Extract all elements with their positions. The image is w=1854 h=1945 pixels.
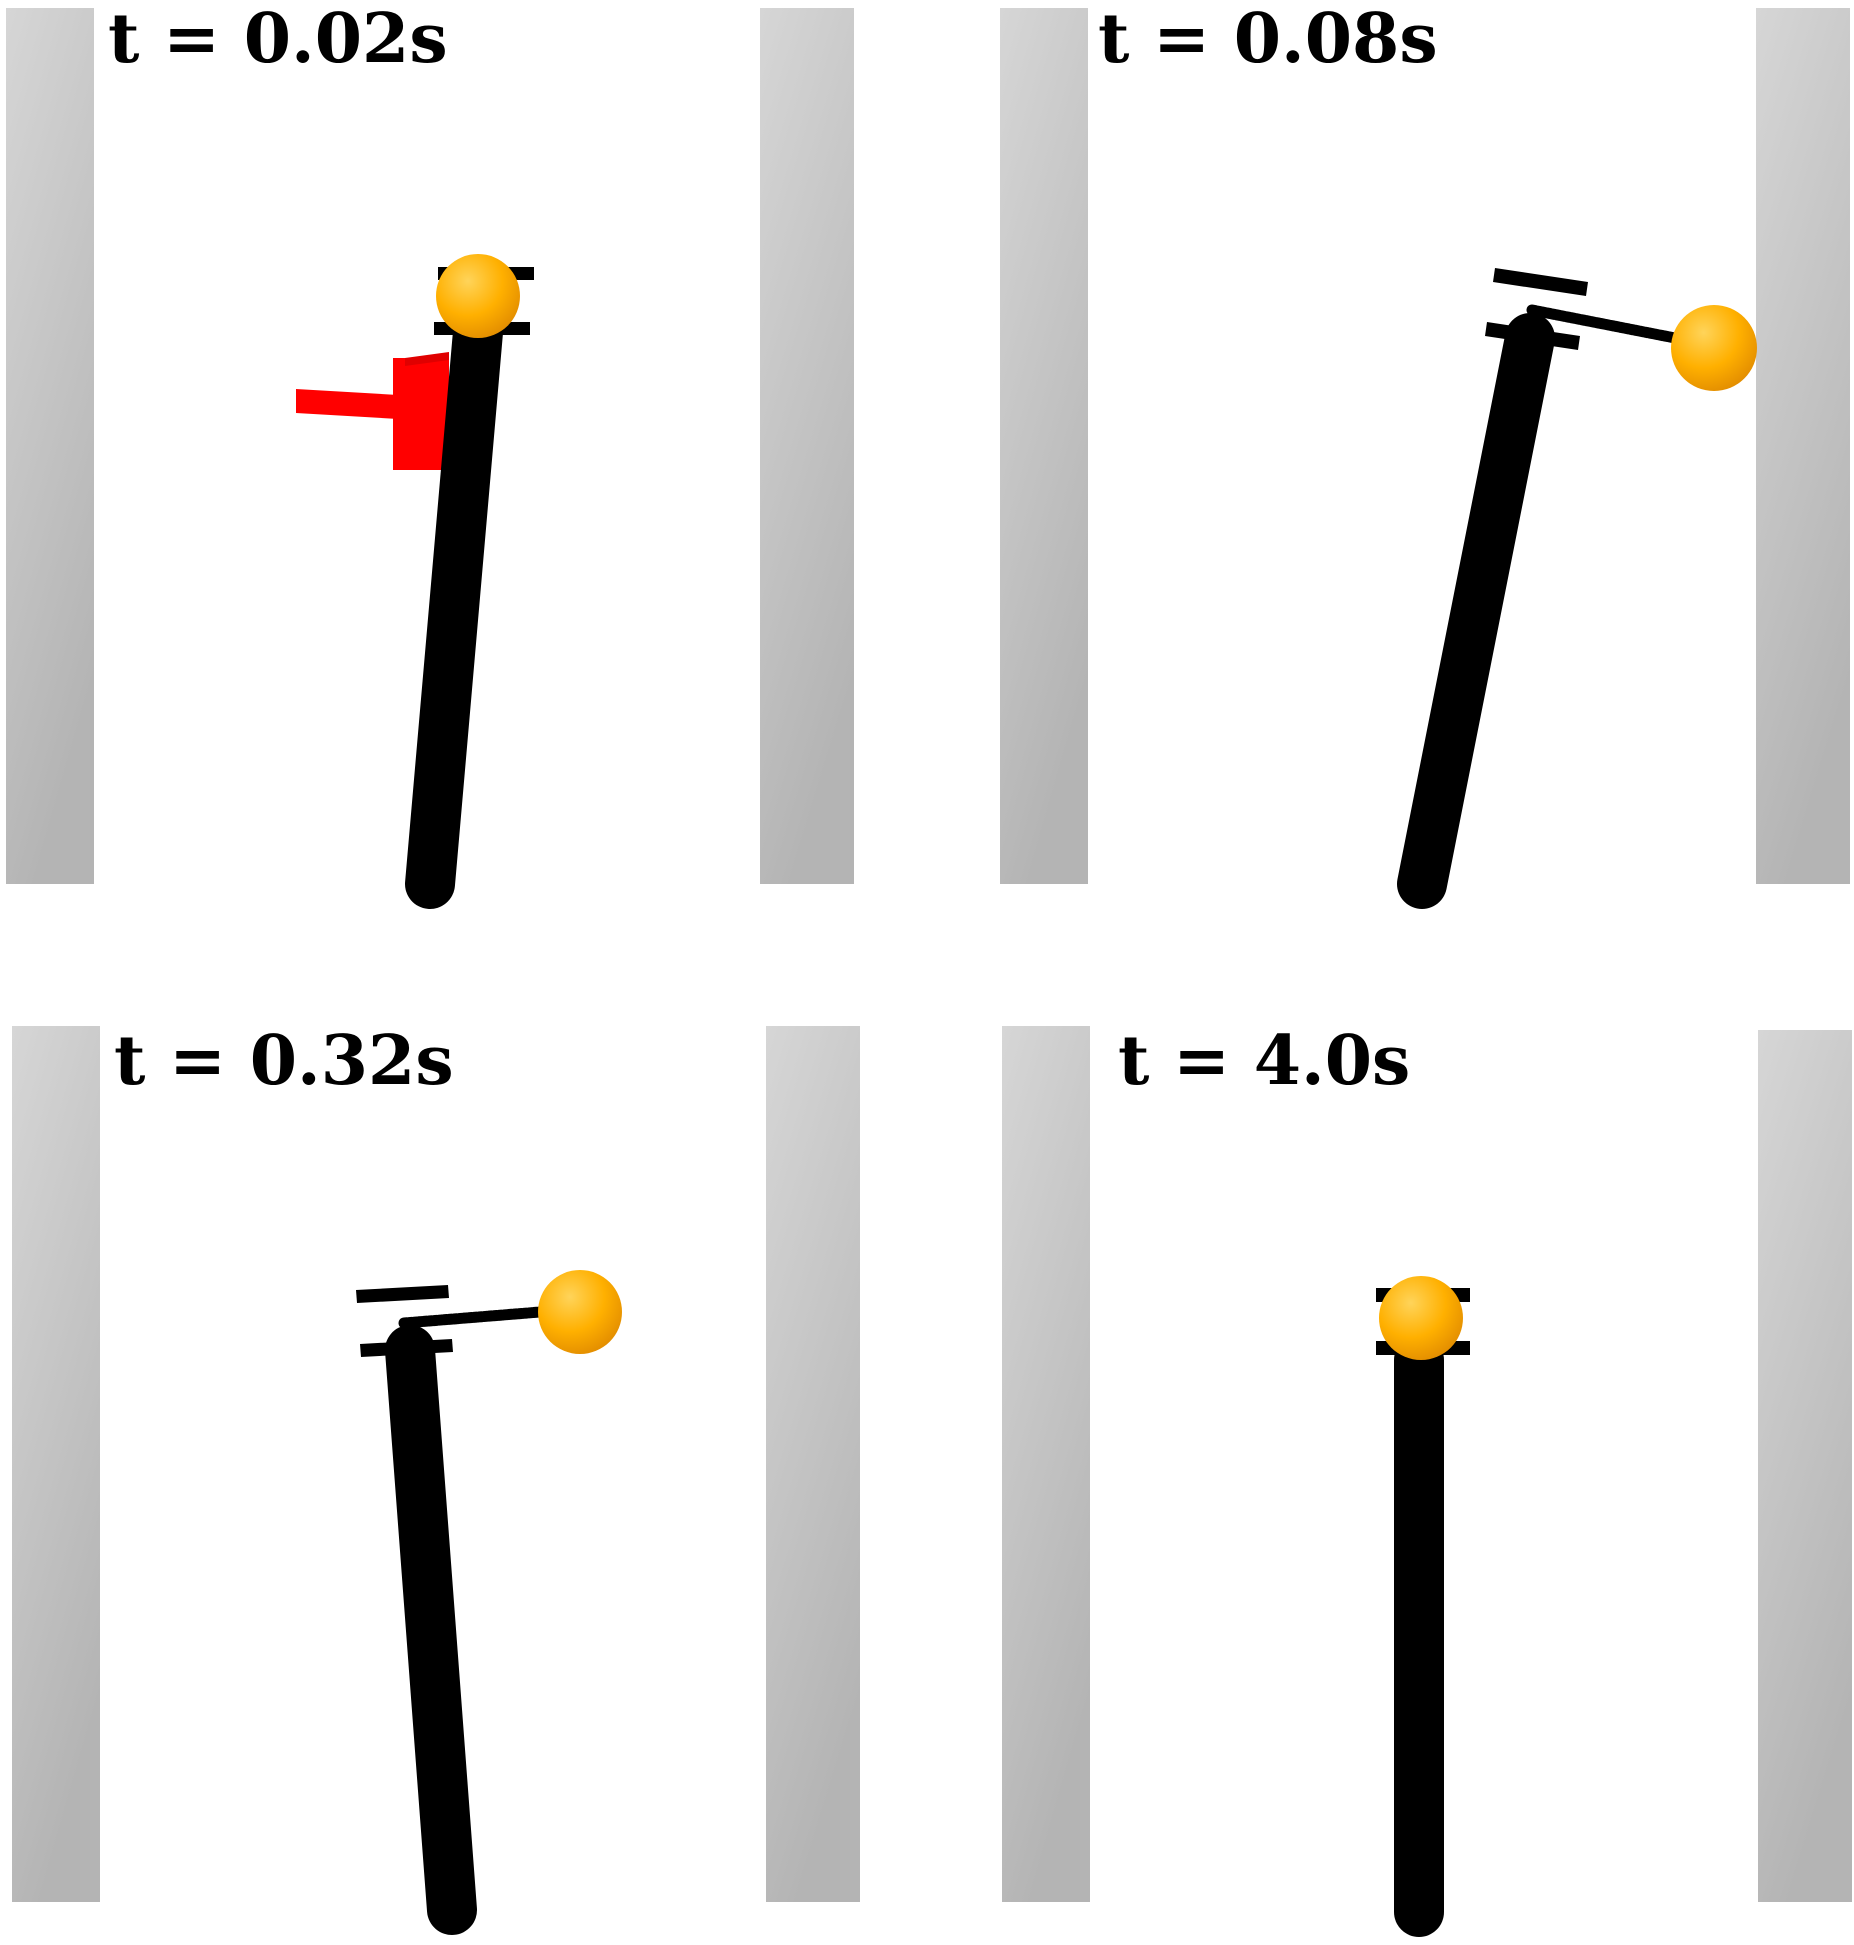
right-wall	[760, 8, 854, 884]
gripper-top-plate	[1493, 268, 1588, 296]
gripper-top-plate	[356, 1285, 449, 1303]
ball	[1671, 305, 1757, 391]
gripper-bottom-plate	[360, 1339, 453, 1357]
left-wall	[1000, 8, 1088, 884]
pole	[1397, 313, 1555, 909]
ball	[1379, 1276, 1463, 1360]
time-label: t = 0.02s	[108, 0, 448, 79]
ball	[436, 254, 520, 338]
tether	[398, 1306, 546, 1329]
right-wall	[1758, 1030, 1852, 1902]
time-label: t = 0.32s	[114, 1021, 454, 1101]
right-wall	[766, 1026, 860, 1902]
tether	[1526, 304, 1681, 344]
panel-t-0-08: t = 0.08s	[1000, 0, 1850, 909]
pole	[405, 307, 503, 909]
applied-force-marker	[296, 352, 449, 470]
panel-t-0-02: t = 0.02s	[6, 0, 854, 909]
time-label: t = 0.08s	[1098, 0, 1438, 79]
panel-t-0-32: t = 0.32s	[12, 1021, 860, 1935]
gripper-bottom-plate	[1485, 322, 1580, 350]
left-wall	[1002, 1026, 1090, 1902]
left-wall	[12, 1026, 100, 1902]
time-label: t = 4.0s	[1118, 1021, 1410, 1101]
right-wall	[1756, 8, 1850, 884]
ball	[538, 1270, 622, 1354]
panel-t-4-0: t = 4.0s	[1002, 1021, 1852, 1937]
left-wall	[6, 8, 94, 884]
pole	[385, 1325, 477, 1935]
